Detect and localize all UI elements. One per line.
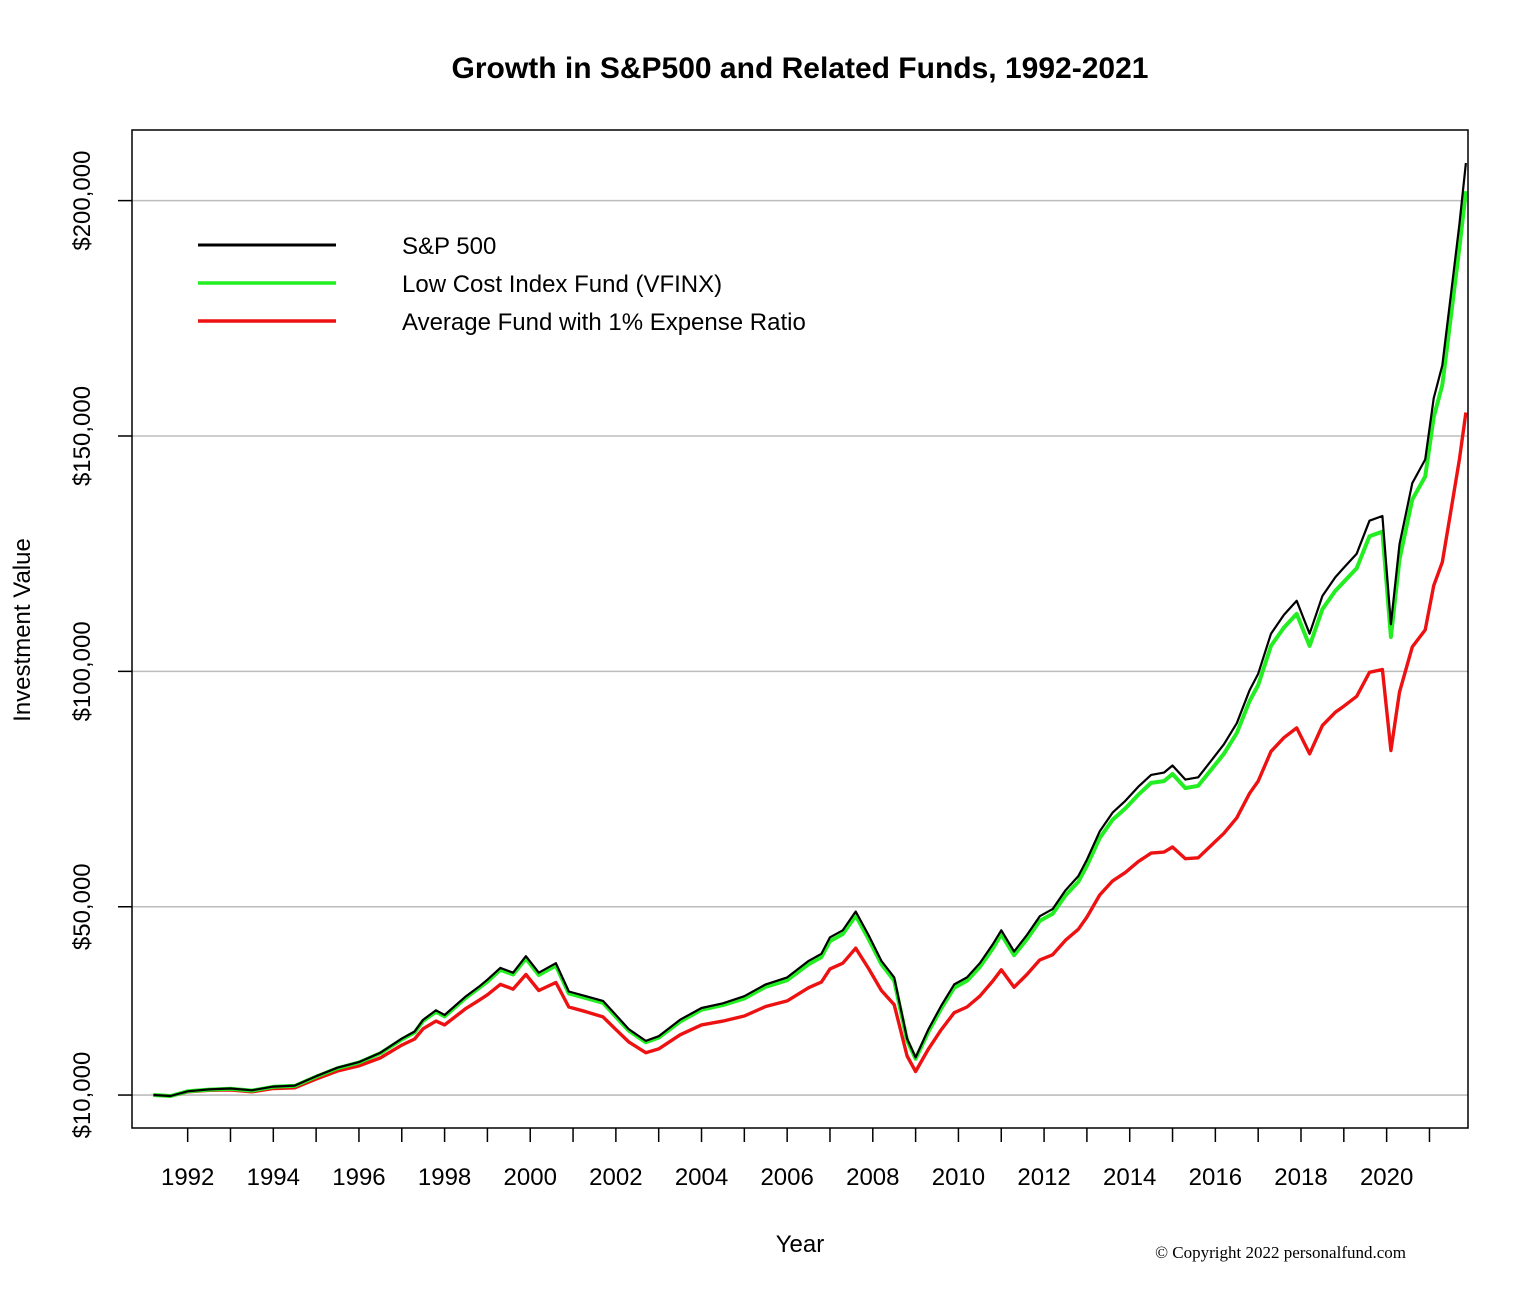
legend-label-1: Low Cost Index Fund (VFINX) <box>402 271 722 298</box>
x-tick-label: 2016 <box>1189 1164 1242 1191</box>
y-axis: $10,000 $50,000 $100,000 $150,000 $200,000 <box>69 151 132 1139</box>
x-tick-label: 2004 <box>675 1164 728 1191</box>
legend: S&P 500 Low Cost Index Fund (VFINX) Averag… <box>198 233 806 336</box>
x-tick-label: 1996 <box>332 1164 385 1191</box>
gridlines <box>132 199 1468 1096</box>
y-tick-label: $50,000 <box>69 863 96 950</box>
series-lines <box>153 162 1468 1098</box>
x-tick-label: 1992 <box>161 1164 214 1191</box>
x-axis-label: Year <box>776 1231 825 1258</box>
chart-title: Growth in S&P500 and Related Funds, 1992… <box>452 52 1149 85</box>
y-tick-label: $100,000 <box>69 621 96 721</box>
y-tick-label: $200,000 <box>69 151 96 251</box>
x-tick-label: 2020 <box>1360 1164 1413 1191</box>
x-tick-label: 2014 <box>1103 1164 1156 1191</box>
series-line-2 <box>153 412 1468 1098</box>
plot-frame <box>131 129 1469 1129</box>
x-tick-label: 2008 <box>846 1164 899 1191</box>
y-axis-label: Investment Value <box>9 538 36 722</box>
x-tick-label: 2000 <box>504 1164 557 1191</box>
x-tick-label: 2006 <box>760 1164 813 1191</box>
x-tick-label: 2018 <box>1274 1164 1327 1191</box>
y-tick-label: $10,000 <box>69 1052 96 1139</box>
copyright-notice: © Copyright 2022 personalfund.com <box>1155 1243 1406 1262</box>
series-line-0 <box>153 162 1467 1098</box>
x-tick-label: 1994 <box>247 1164 300 1191</box>
x-tick-label: 2012 <box>1017 1164 1070 1191</box>
x-tick-label: 1998 <box>418 1164 471 1191</box>
x-axis: 1992 1994 1996 1998 2000 2002 2004 2006 2008 2010… <box>161 1128 1431 1191</box>
x-tick-label: 2010 <box>932 1164 985 1191</box>
y-tick-label: $150,000 <box>69 386 96 486</box>
legend-label-2: Average Fund with 1% Expense Ratio <box>402 309 806 336</box>
series-line-1 <box>153 190 1468 1098</box>
x-tick-label: 2002 <box>589 1164 642 1191</box>
legend-label-0: S&P 500 <box>402 233 496 260</box>
